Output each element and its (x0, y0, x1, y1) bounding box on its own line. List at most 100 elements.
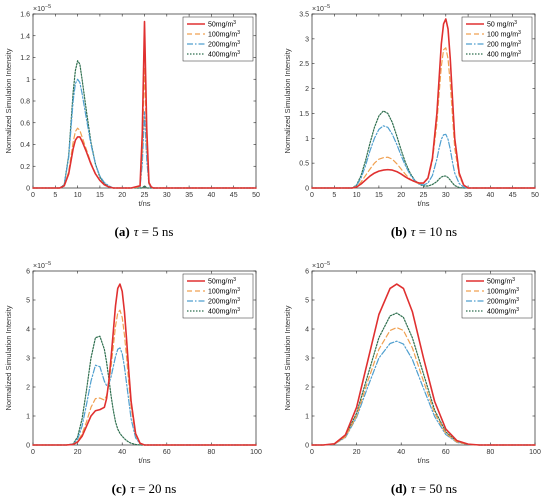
legend-label-text: 200mg/m (208, 299, 237, 306)
legend-label-2: 200mg/m3 (487, 297, 519, 306)
caption-rest: = 50 ns (415, 481, 457, 496)
y-exponent-label: ×10−5 (33, 261, 51, 270)
panel-caption: (c) τ = 20 ns (112, 481, 177, 496)
legend-label-3: 400mg/m3 (487, 307, 519, 316)
panel-caption: (a) τ = 5 ns (115, 224, 174, 239)
legend-label-sup: 3 (237, 297, 240, 303)
y-tick-label: 0.4 (20, 142, 30, 149)
y-tick-label: 0 (305, 186, 309, 193)
y-tick-label: 0.6 (20, 120, 30, 127)
y-exponent-base: ×10 (33, 6, 45, 13)
legend-label-3: 400 mg/m3 (487, 50, 521, 59)
y-tick-label: 1 (305, 136, 309, 143)
y-exponent-base: ×10 (312, 6, 324, 13)
y-tick-label: 5 (305, 298, 309, 305)
legend-label-text: 400 mg/m (487, 52, 518, 59)
caption-tau: τ (411, 224, 417, 239)
legend-label-sup: 3 (516, 287, 519, 293)
x-tick-label: 50 (252, 192, 260, 199)
y-tick-label: 6 (305, 269, 309, 276)
y-axis-label: Normalized Simulation Intensity (283, 305, 292, 410)
y-tick-label: 1 (305, 414, 309, 421)
y-axis-label: Normalized Simulation Intensity (4, 305, 13, 410)
caption-rest: = 20 ns (135, 481, 177, 496)
series-line-0 (32, 283, 257, 446)
legend-label-sup: 3 (233, 277, 236, 283)
chart-panel-2: 0 20 40 60 80 100 0 1 2 3 4 5 6×10−5 t/ns Normalized S… (4, 261, 262, 496)
x-tick-label: 60 (163, 449, 171, 456)
y-exponent-label: ×10−5 (312, 4, 330, 13)
x-tick-label: 5 (53, 192, 57, 199)
legend-label-text: 50mg/m (487, 279, 512, 286)
y-tick-label: 2 (305, 385, 309, 392)
legend-label-text: 400mg/m (208, 52, 237, 59)
x-tick-label: 25 (420, 192, 428, 199)
y-exponent-power: −5 (45, 261, 51, 267)
legend-label-sup: 3 (516, 297, 519, 303)
legend-label-sup: 3 (237, 307, 240, 313)
y-tick-label: 1.6 (20, 12, 30, 19)
caption-letter: (d) (391, 481, 407, 496)
x-tick-label: 80 (208, 449, 216, 456)
x-tick-label: 10 (353, 192, 361, 199)
x-tick-label: 15 (96, 192, 104, 199)
caption-tau: τ (411, 481, 417, 496)
x-tick-label: 40 (208, 192, 216, 199)
x-tick-label: 20 (118, 192, 126, 199)
y-tick-label: 1 (26, 414, 30, 421)
x-tick-label: 35 (464, 192, 472, 199)
y-tick-label: 5 (26, 298, 30, 305)
y-tick-label: 1.2 (20, 55, 30, 62)
legend-label-text: 200mg/m (208, 42, 237, 49)
caption-rest: = 10 ns (415, 224, 457, 239)
y-tick-label: 3 (305, 356, 309, 363)
y-exponent-label: ×10−5 (312, 261, 330, 270)
legend-label-sup: 3 (237, 30, 240, 36)
legend-label-text: 400mg/m (487, 309, 516, 316)
legend-label-sup: 3 (516, 307, 519, 313)
x-tick-label: 45 (230, 192, 238, 199)
y-tick-label: 4 (26, 327, 30, 334)
series-line-0 (311, 283, 536, 446)
y-tick-label: 6 (26, 269, 30, 276)
legend-label-sup: 3 (518, 50, 521, 56)
y-tick-label: 1 (26, 77, 30, 84)
x-axis-label: t/ns (417, 199, 429, 208)
legend-label-3: 400mg/m3 (208, 307, 240, 316)
x-tick-label: 20 (353, 449, 361, 456)
caption-tau: τ (130, 481, 136, 496)
legend-label-2: 200mg/m3 (208, 297, 240, 306)
legend-label-0: 50mg/m3 (208, 20, 236, 29)
legend-label-text: 100 mg/m (487, 32, 518, 39)
chart-panel-1: 0 5 10 15 20 25 30 35 40 45 50 0 0.5 1 1.5 2 2.5 3 3.5×10−… (283, 4, 539, 239)
x-axis-label: t/ns (138, 199, 150, 208)
x-tick-label: 30 (442, 192, 450, 199)
legend-label-text: 50mg/m (208, 279, 233, 286)
legend-label-sup: 3 (518, 40, 521, 46)
x-axis-label: t/ns (138, 456, 150, 465)
x-tick-label: 50 (531, 192, 539, 199)
legend-label-sup: 3 (237, 50, 240, 56)
x-tick-label: 20 (74, 449, 82, 456)
y-tick-label: 2 (305, 86, 309, 93)
legend-label-sup: 3 (518, 30, 521, 36)
legend-label-sup: 3 (233, 20, 236, 26)
caption-letter: (b) (391, 224, 407, 239)
y-tick-label: 1.5 (299, 111, 309, 118)
y-axis-label: Normalized Simulation Intensity (283, 48, 292, 153)
x-tick-label: 100 (250, 449, 262, 456)
x-tick-label: 40 (397, 449, 405, 456)
x-tick-label: 0 (31, 192, 35, 199)
y-tick-label: 0 (26, 443, 30, 450)
y-tick-label: 3 (305, 36, 309, 43)
x-tick-label: 45 (509, 192, 517, 199)
y-exponent-power: −5 (324, 261, 330, 267)
y-exponent-power: −5 (324, 4, 330, 10)
legend-label-text: 50 mg/m (487, 22, 514, 29)
x-tick-label: 0 (310, 449, 314, 456)
panel-caption: (b) τ = 10 ns (391, 224, 457, 239)
chart-panel-0: 0 5 10 15 20 25 30 35 40 45 50 0 0.2 0.4 0.6 0.8 1 1.2 1.4… (4, 4, 260, 239)
y-tick-label: 4 (305, 327, 309, 334)
legend-label-text: 400mg/m (208, 309, 237, 316)
